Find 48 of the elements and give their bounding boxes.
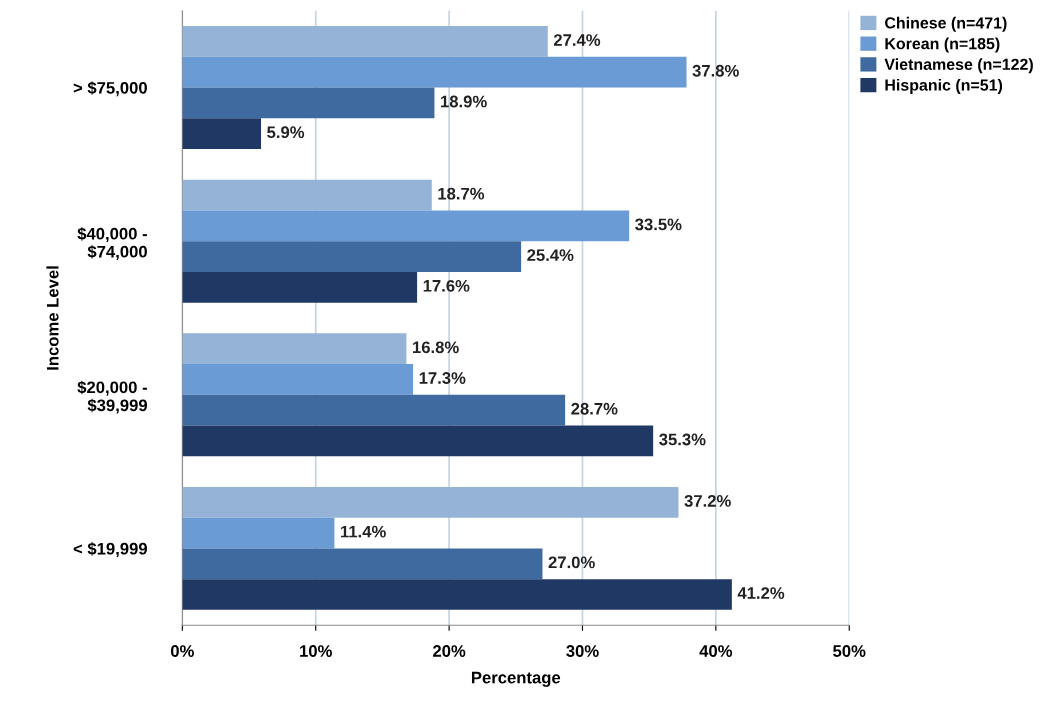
y-tick-label: $40,000 - $74,000 (77, 227, 147, 260)
bar (182, 118, 262, 150)
data-label: 41.2% (737, 587, 785, 599)
data-label: 17.6% (423, 279, 470, 292)
x-tick-label: 40% (699, 645, 733, 657)
bar (182, 87, 435, 119)
data-label: 28.7% (571, 402, 618, 415)
data-label: 18.9% (441, 95, 487, 108)
x-tick-label: 50% (833, 645, 866, 657)
x-tick-label: 0% (170, 645, 194, 657)
bar (182, 425, 654, 457)
bar (182, 394, 566, 426)
y-tick-label: < $19,999 (73, 542, 148, 558)
data-label: 33.5% (635, 218, 682, 231)
data-label: 16.8% (413, 341, 459, 354)
bar (182, 548, 543, 580)
bar (182, 364, 414, 395)
data-label: 35.3% (659, 433, 706, 446)
y-axis-title: Income Level (46, 266, 59, 370)
data-label: 5.9% (267, 126, 305, 139)
bar (182, 486, 679, 518)
data-label: 27.0% (548, 556, 595, 569)
y-tick-label: $20,000 - $39,999 (77, 380, 148, 414)
x-tick-label: 20% (433, 645, 466, 657)
bar (182, 517, 335, 549)
x-tick-label: 10% (300, 645, 332, 657)
data-label: 18.7% (438, 187, 485, 200)
data-label: 25.4% (527, 249, 574, 262)
legend-label: Vietnamese (n=122) (884, 58, 1033, 74)
x-tick-label: 30% (566, 645, 599, 657)
data-label: 17.3% (419, 372, 466, 384)
bar (182, 179, 432, 211)
legend-label: Korean (n=185) (885, 37, 1000, 53)
data-label: 37.2% (684, 495, 731, 507)
data-label: 37.8% (692, 64, 739, 77)
data-label: 27.4% (553, 34, 601, 46)
bar (182, 333, 407, 365)
y-tick-label: > $75,000 (73, 81, 147, 97)
legend-label: Hispanic (n=51) (885, 79, 1003, 94)
bar (182, 241, 522, 272)
bar (182, 271, 418, 303)
bar (182, 579, 732, 610)
bar (182, 56, 687, 88)
legend-label: Chinese (n=471) (885, 16, 1007, 32)
x-axis-title: Percentage (471, 671, 561, 687)
data-label: 11.4% (341, 525, 386, 538)
bar (182, 210, 630, 242)
bar (182, 26, 548, 57)
